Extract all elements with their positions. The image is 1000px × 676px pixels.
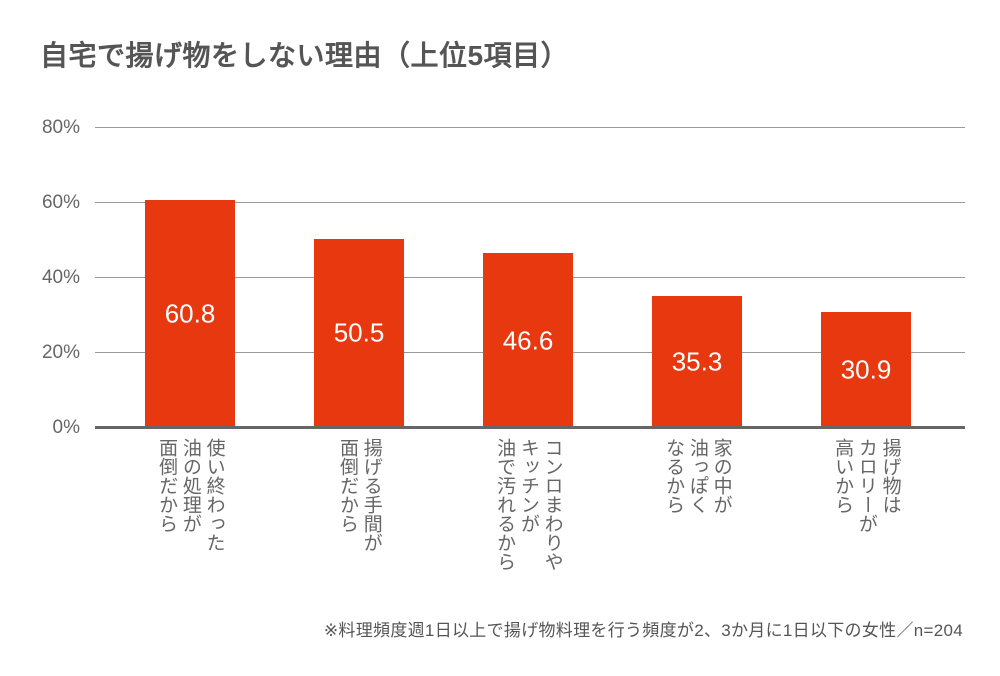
gridline (95, 127, 965, 128)
bar-value-label: 60.8 (164, 298, 216, 329)
x-category-label: 使い終わった 油の処理が 面倒だから (156, 438, 225, 552)
bar: 35.3 (652, 295, 742, 428)
x-axis-baseline (95, 426, 965, 429)
footnote: ※料理頻度週1日以上で揚げ物料理を行う頻度が2、3か月に1日以下の女性／n=20… (323, 621, 963, 640)
bar-value-label: 46.6 (502, 325, 554, 356)
bar-value-label: 30.9 (840, 354, 892, 385)
x-category-label: コンロまわりや キッチンが 油で汚れるから (494, 438, 563, 571)
y-tick-label: 80% (41, 117, 80, 138)
x-category-label: 揚げる手間が 面倒だから (337, 438, 382, 552)
bar: 30.9 (821, 312, 911, 428)
plot-area: 0% 20% 40% 60% 80% 60.8 50.5 46.6 35.3 30.9 (42, 117, 965, 438)
bar: 46.6 (483, 253, 573, 428)
bar-value-label: 50.5 (333, 317, 385, 348)
gridline (95, 202, 965, 203)
bar-value-label: 35.3 (671, 346, 723, 377)
y-tick-label: 20% (41, 342, 80, 363)
x-category-label: 揚げ物は カロリーが 高いから (832, 438, 901, 533)
y-tick-label: 60% (41, 192, 80, 213)
y-tick-label: 0% (52, 417, 80, 438)
bar: 50.5 (314, 238, 404, 428)
y-tick-label: 40% (41, 267, 80, 288)
chart-title: 自宅で揚げ物をしない理由（上位5項目） (40, 40, 570, 71)
bar: 60.8 (145, 200, 235, 428)
x-axis-labels: 使い終わった 油の処理が 面倒だから 揚げる手間が 面倒だから コンロまわりや キッ… (0, 438, 1000, 603)
x-category-label: 家の中が 油っぽく なるから (663, 438, 732, 514)
